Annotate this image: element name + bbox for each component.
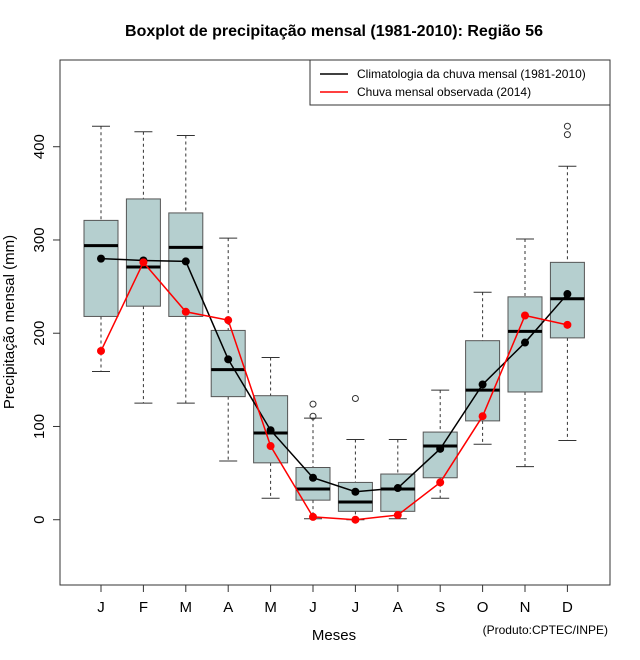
series-point-climatology: [351, 487, 360, 496]
box: [337, 481, 373, 512]
series-point-climatology: [97, 254, 105, 263]
x-tick-label: M: [180, 599, 193, 616]
outlier-point: [563, 122, 571, 130]
legend: Climatologia da chuva mensal (1981-2010)…: [309, 59, 611, 106]
series-point-climatology: [181, 257, 190, 266]
series-point-climatology: [224, 355, 233, 364]
box: [422, 431, 458, 479]
series-point-climatology: [478, 380, 487, 389]
x-tick-label: D: [562, 599, 573, 616]
credit-text: (Produto:CPTEC/INPE): [483, 623, 608, 637]
series-point-observed: [97, 346, 105, 355]
x-tick-label: S: [435, 599, 445, 616]
series-point-climatology: [563, 290, 572, 299]
box: [125, 198, 161, 307]
series-point-observed: [181, 307, 190, 316]
series-point-climatology: [521, 338, 529, 347]
legend-label-observed: Chuva mensal observada (2014): [357, 85, 531, 99]
series-point-climatology: [266, 426, 275, 435]
x-tick-label: J: [309, 599, 317, 616]
x-tick-label: A: [393, 599, 403, 616]
box: [210, 329, 246, 398]
y-tick-label: 0: [31, 516, 48, 524]
x-tick-label: J: [97, 599, 105, 616]
series-point-observed: [309, 512, 317, 521]
series-point-climatology: [436, 444, 445, 453]
y-tick-label: 400: [31, 134, 48, 159]
x-axis-label: Meses: [312, 627, 356, 644]
series-point-observed: [478, 412, 487, 421]
x-tick-label: M: [264, 599, 277, 616]
outlier-point: [563, 131, 571, 139]
y-tick-label: 100: [31, 414, 48, 439]
series-point-observed: [351, 515, 360, 524]
legend-box: [309, 59, 611, 106]
series-line-climatology: [100, 257, 568, 493]
series-point-observed: [266, 442, 275, 451]
x-tick-label: F: [139, 599, 148, 616]
series-point-observed: [563, 320, 572, 329]
series-point-observed: [139, 258, 148, 267]
y-tick-label: 200: [31, 321, 48, 346]
series-point-climatology: [309, 473, 317, 482]
series-point-climatology: [393, 484, 402, 493]
x-tick-label: O: [477, 599, 489, 616]
outlier-point: [309, 400, 317, 408]
series-point-observed: [436, 478, 445, 487]
outlier-point: [351, 394, 359, 402]
legend-label-climatology: Climatologia da chuva mensal (1981-2010): [357, 67, 586, 81]
x-tick-label: J: [352, 599, 360, 616]
series-point-observed: [393, 511, 402, 520]
outlier-point: [309, 412, 317, 420]
x-tick-label: A: [223, 599, 233, 616]
x-tick-label: N: [520, 599, 531, 616]
y-tick-label: 300: [31, 227, 48, 252]
series-line-observed: [100, 260, 568, 521]
y-axis-label: Precipitação mensal (mm): [1, 235, 18, 409]
chart-title: Boxplot de precipitação mensal (1981-201…: [125, 23, 543, 40]
box: [295, 467, 331, 501]
box: [83, 219, 119, 317]
series-point-observed: [224, 316, 233, 325]
series-point-observed: [521, 311, 529, 320]
